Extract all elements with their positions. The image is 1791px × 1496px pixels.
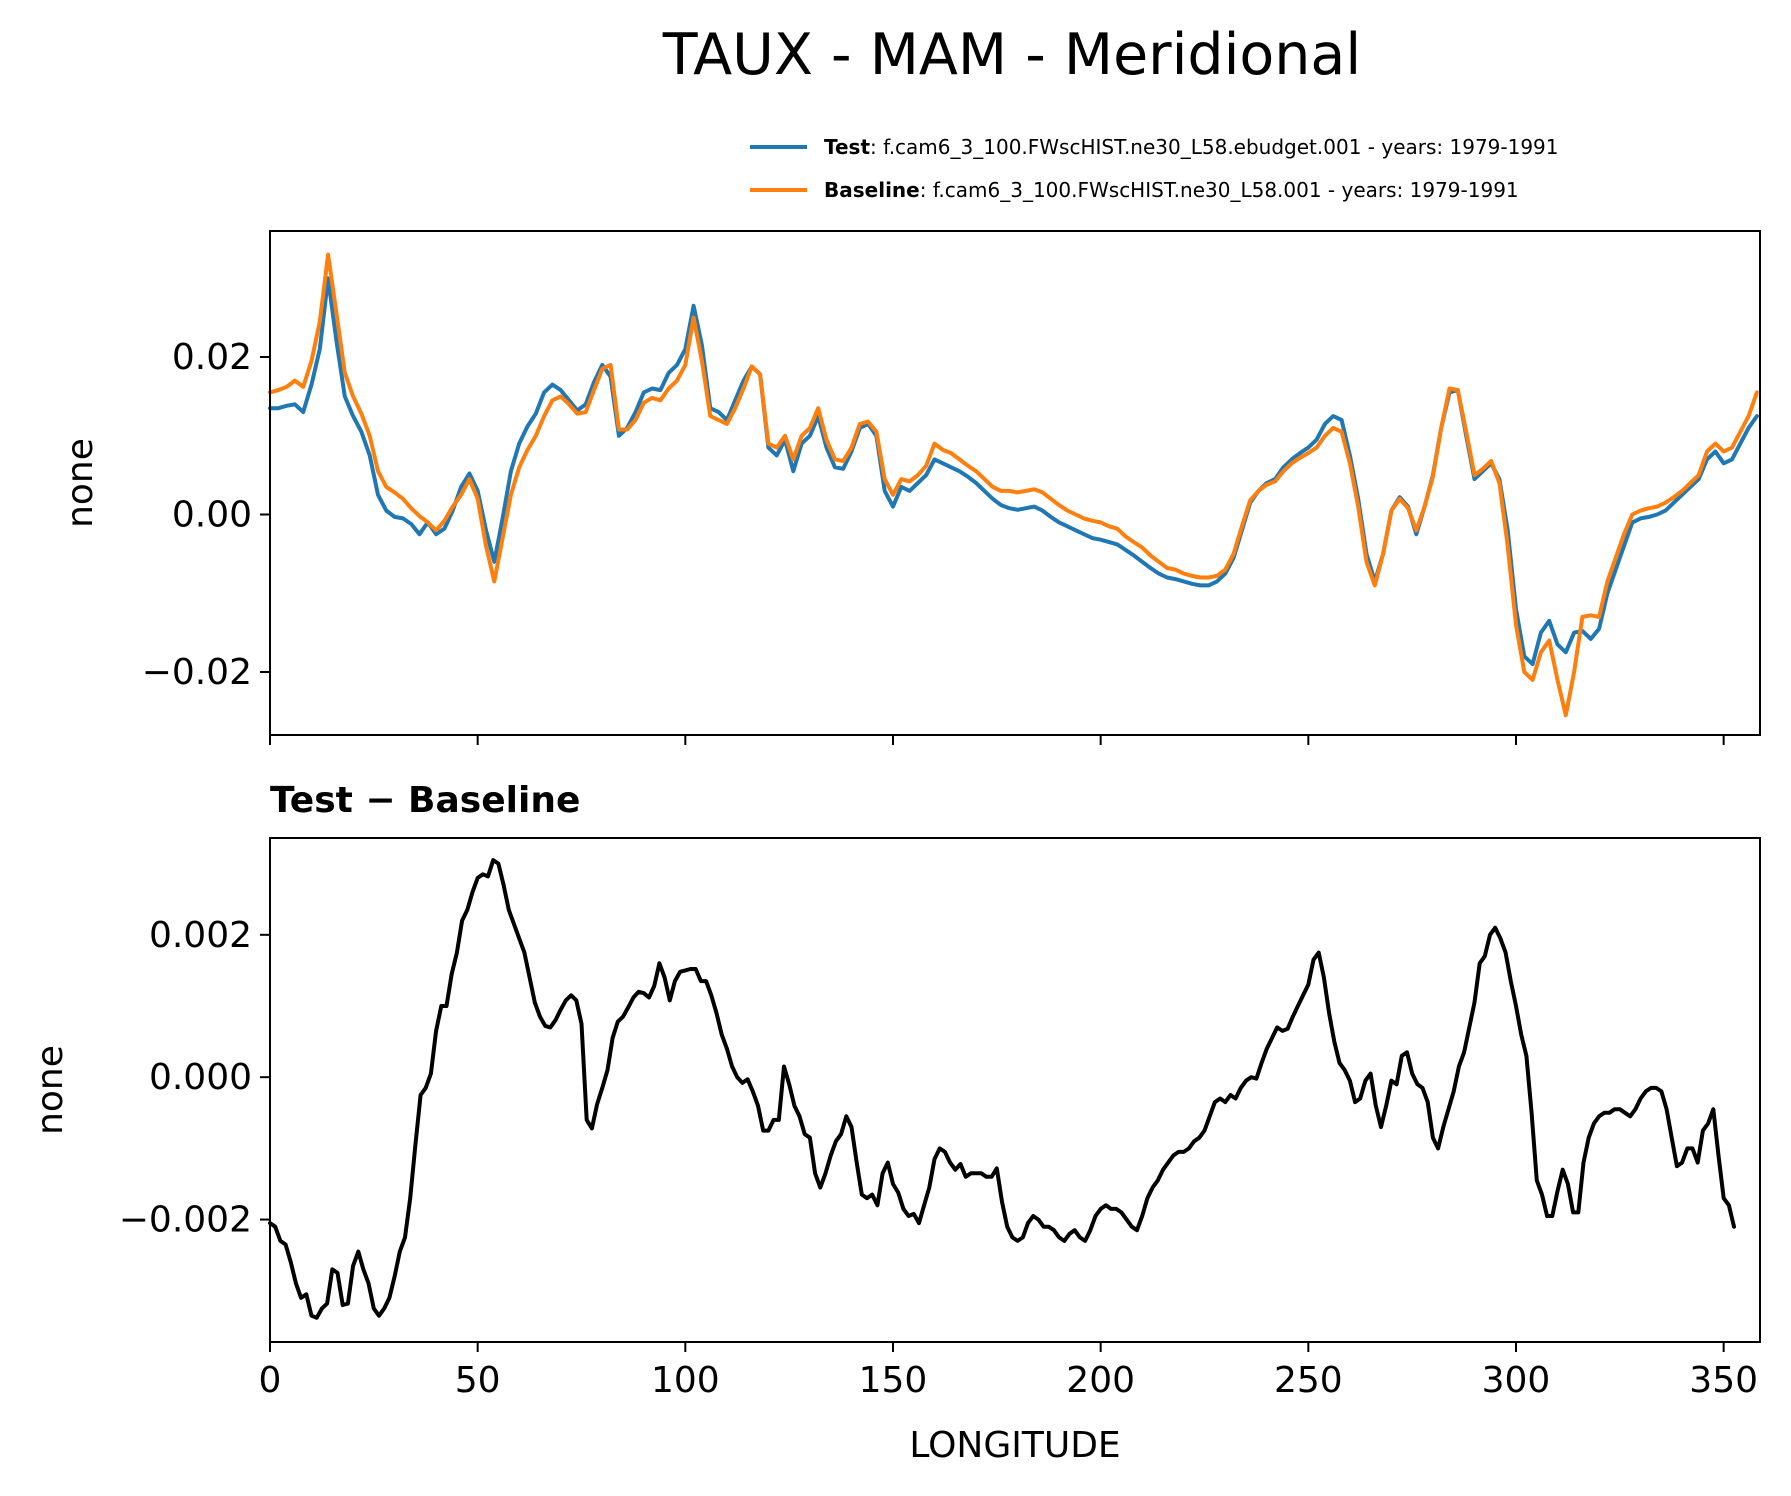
bottom-x-tick-label: 100: [651, 1360, 720, 1401]
bottom-x-tick-label: 150: [859, 1360, 928, 1401]
bottom-y-axis-label: none: [30, 1045, 71, 1135]
x-axis-label: LONGITUDE: [909, 1425, 1120, 1466]
bottom-x-tick-label: 350: [1689, 1360, 1758, 1401]
top-y-tick-label: 0.00: [172, 495, 252, 536]
legend: Test: f.cam6_3_100.FWscHIST.ne30_L58.ebu…: [750, 135, 1559, 202]
top-series-layer: [268, 252, 1759, 718]
bottom-x-tick-label: 50: [455, 1360, 501, 1401]
figure-title: TAUX - MAM - Meridional: [662, 22, 1361, 88]
top-x-ticks: [269, 735, 1725, 745]
bottom-x-ticks: 0 50 100 150 200 250 300 350: [259, 1342, 1758, 1401]
bottom-y-tick-label: 0.002: [149, 915, 252, 956]
top-panel-frame: [269, 230, 1761, 736]
bottom-y-tick-label: −0.002: [119, 1200, 252, 1241]
bottom-x-tick-label: 250: [1274, 1360, 1343, 1401]
top-y-ticks: −0.02 0.00 0.02: [142, 337, 270, 693]
top-series-line-baseline: [268, 252, 1759, 718]
top-y-tick-label: 0.02: [172, 337, 252, 378]
top-y-axis-label: none: [60, 438, 101, 528]
bottom-x-tick-label: 200: [1066, 1360, 1135, 1401]
bottom-y-tick-label: 0.000: [149, 1057, 252, 1098]
legend-label-test: Test: f.cam6_3_100.FWscHIST.ne30_L58.ebu…: [824, 135, 1559, 159]
legend-label-test-bold: Test: [824, 135, 870, 159]
legend-label-baseline: Baseline: f.cam6_3_100.FWscHIST.ne30_L58…: [824, 178, 1519, 202]
top-y-tick-label: −0.02: [142, 652, 252, 693]
bottom-x-tick-label: 300: [1482, 1360, 1551, 1401]
bottom-y-ticks: −0.002 0.000 0.002: [119, 915, 270, 1241]
legend-label-test-rest: : f.cam6_3_100.FWscHIST.ne30_L58.ebudget…: [870, 135, 1559, 159]
bottom-panel-frame: [269, 837, 1761, 1343]
legend-label-baseline-rest: : f.cam6_3_100.FWscHIST.ne30_L58.001 - y…: [920, 178, 1519, 202]
bottom-panel-title: Test − Baseline: [270, 780, 580, 821]
legend-label-baseline-bold: Baseline: [824, 178, 920, 202]
bottom-series-layer: [268, 858, 1736, 1320]
top-panel: −0.02 0.00 0.02 none: [60, 230, 1761, 745]
bottom-panel: Test − Baseline −0.002 0.000 0.002 0 50 100 1…: [30, 780, 1761, 1466]
bottom-x-tick-label: 0: [259, 1360, 282, 1401]
bottom-series-line-test-baseline: [268, 858, 1736, 1320]
